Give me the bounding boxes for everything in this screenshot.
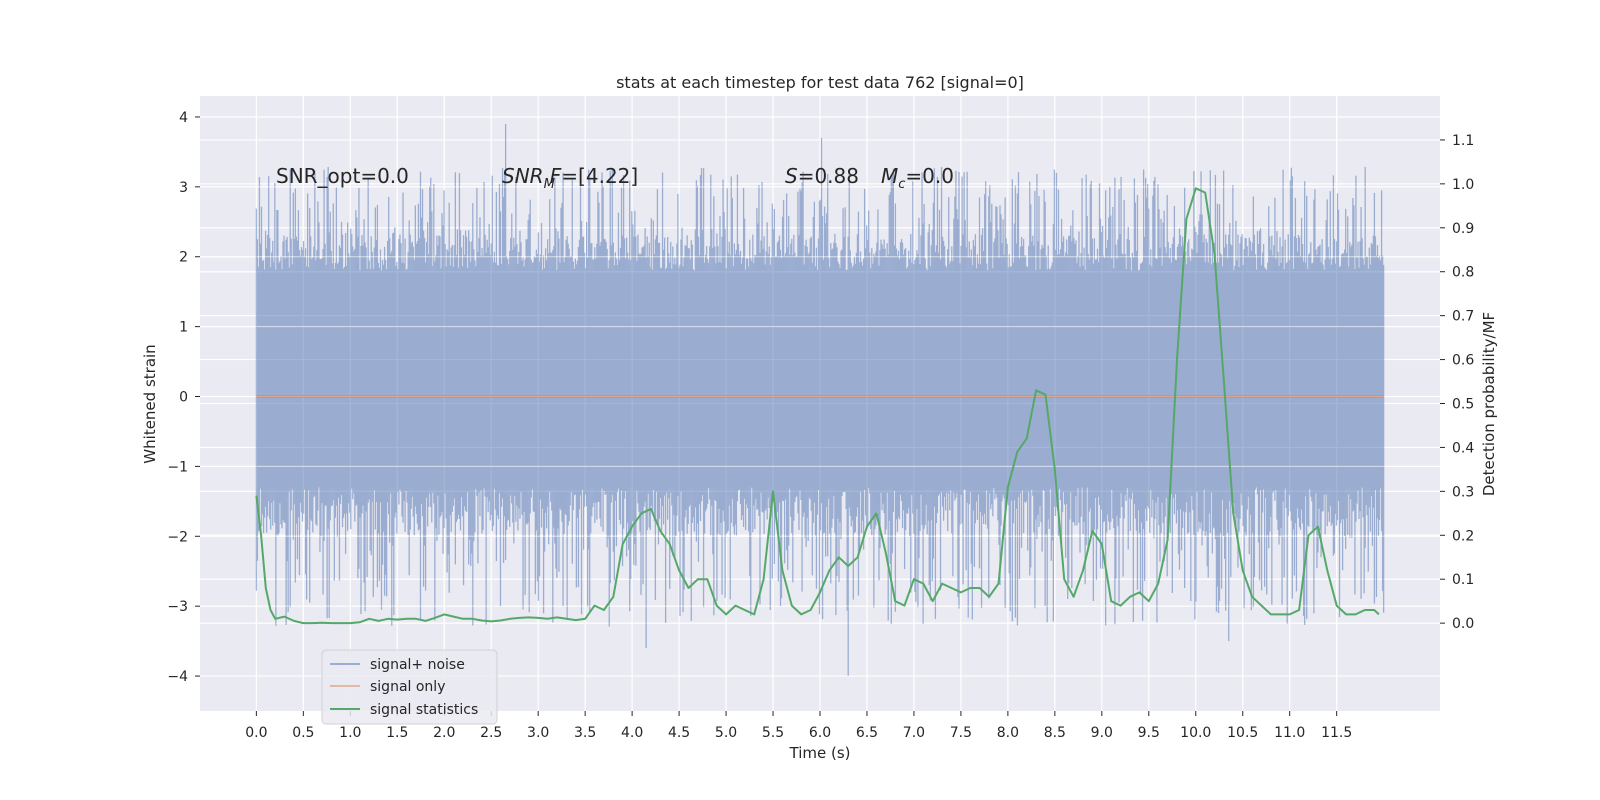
x-tick-label: 6.0: [809, 725, 831, 741]
snr-mf-value: =[4.22]: [561, 164, 638, 188]
x-tick-label: 8.5: [1044, 725, 1066, 741]
y-right-tick-label: 0.3: [1452, 484, 1474, 500]
x-tick-label: 7.0: [903, 725, 925, 741]
snr-mf-base: SNR: [502, 164, 544, 188]
y-right-tick-label: 0.0: [1452, 616, 1474, 632]
y-right-tick-label: 0.4: [1452, 440, 1474, 456]
x-tick-label: 8.0: [997, 725, 1019, 741]
y-right-tick-label: 1.1: [1452, 133, 1474, 149]
x-tick-label: 3.5: [574, 725, 596, 741]
ticks: 0.0 0.5 1.0 1.5 2.0 2.5 3.0 3.5 4.0 4.5 5.0 5.5 6.0 6…: [167, 110, 1474, 741]
x-tick-label: 2.5: [480, 725, 502, 741]
noise-band: [255, 116, 1385, 677]
s-value: =0.88: [798, 164, 859, 188]
y-axis-label-left: Whitened strain: [141, 344, 159, 463]
snr-mf-annotation: SNRMF=[4.22]: [502, 164, 638, 192]
x-tick-label: 1.0: [339, 725, 361, 741]
y-axis-label-right: Detection probability/MF: [1480, 312, 1498, 496]
s-annotation: S=0.88: [785, 164, 859, 188]
x-tick-label: 7.5: [950, 725, 972, 741]
x-tick-label: 5.0: [715, 725, 737, 741]
y-left-tick-label: 1: [179, 320, 188, 336]
y-left-tick-label: 0: [179, 390, 188, 406]
y-left-tick-label: −2: [167, 529, 188, 545]
signal-statistics-line: [255, 187, 1380, 625]
x-tick-label: 9.0: [1091, 725, 1113, 741]
x-axis-label: Time (s): [789, 744, 851, 762]
x-tick-label: 4.0: [621, 725, 643, 741]
y-right-tick-label: 1.0: [1452, 177, 1474, 193]
y-right-tick-label: 0.5: [1452, 397, 1474, 413]
y-left-tick-label: 4: [179, 110, 188, 126]
legend-box: [321, 649, 498, 725]
y-left-tick-label: −4: [167, 669, 188, 685]
y-right-tick-label: 0.2: [1452, 528, 1474, 544]
x-tick-label: 11.0: [1274, 725, 1305, 741]
legend: signal+ noise signal only signal statist…: [321, 649, 498, 725]
x-tick-label: 3.0: [527, 725, 549, 741]
s-symbol: S: [785, 164, 798, 188]
x-tick-label: 11.5: [1321, 725, 1352, 741]
x-tick-label: 1.5: [386, 725, 408, 741]
y-right-tick-label: 0.6: [1452, 353, 1474, 369]
noise-core: [256, 270, 1384, 488]
snr-mf-it: F: [550, 164, 562, 188]
y-right-tick-label: 0.9: [1452, 221, 1474, 237]
x-tick-label: 6.5: [856, 725, 878, 741]
x-tick-label: 0.5: [292, 725, 314, 741]
y-left-tick-label: −3: [167, 599, 188, 615]
y-right-tick-label: 0.1: [1452, 572, 1474, 588]
snr-mf-sub: M: [544, 177, 555, 192]
mc-sub: c: [898, 177, 905, 192]
mc-symbol: M: [881, 164, 898, 188]
legend-label-noise: signal+ noise: [370, 657, 465, 673]
x-tick-label: 10.5: [1227, 725, 1258, 741]
legend-label-signal-only: signal only: [370, 679, 445, 695]
y-left-tick-label: −1: [167, 459, 188, 475]
mc-annotation: Mc=0.0: [881, 164, 954, 192]
x-tick-label: 0.0: [245, 725, 267, 741]
y-right-tick-label: 0.8: [1452, 265, 1474, 281]
y-left-tick-label: 2: [179, 250, 188, 266]
legend-label-statistics: signal statistics: [370, 702, 478, 718]
x-tick-label: 10.0: [1180, 725, 1211, 741]
x-tick-label: 2.0: [433, 725, 455, 741]
x-tick-label: 9.5: [1138, 725, 1160, 741]
snr-opt-annotation: SNR_opt=0.0: [276, 164, 409, 188]
series-lines: [255, 187, 1384, 625]
x-tick-label: 5.5: [762, 725, 784, 741]
x-tick-label: 4.5: [668, 725, 690, 741]
y-left-tick-label: 3: [179, 180, 188, 196]
chart-title: stats at each timestep for test data 762…: [616, 73, 1024, 92]
mc-value: =0.0: [905, 164, 954, 188]
y-right-tick-label: 0.7: [1452, 309, 1474, 325]
